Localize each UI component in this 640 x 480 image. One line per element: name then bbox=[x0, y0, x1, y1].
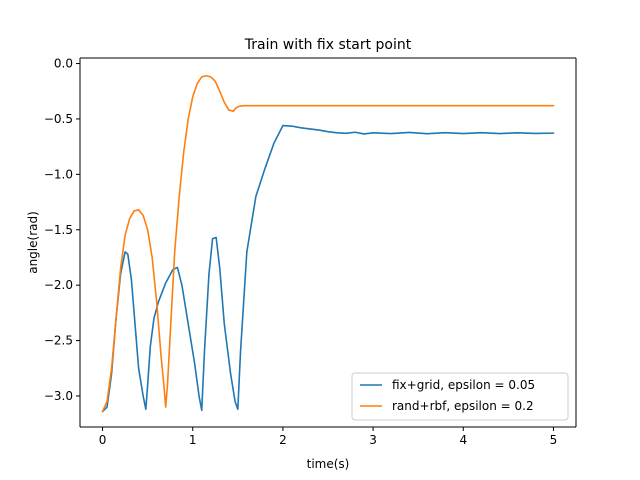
y-tick-label: −2.5 bbox=[44, 334, 73, 348]
x-axis-label: time(s) bbox=[307, 457, 350, 471]
x-tick-label: 5 bbox=[550, 433, 558, 447]
plot-area bbox=[79, 57, 577, 428]
y-axis-label: angle(rad) bbox=[26, 211, 40, 274]
chart-title: Train with fix start point bbox=[244, 37, 412, 53]
y-tick-label: −0.5 bbox=[44, 112, 73, 126]
y-tick-label: −1.5 bbox=[44, 223, 73, 237]
x-tick-label: 1 bbox=[189, 433, 197, 447]
x-tick-label: 0 bbox=[99, 433, 107, 447]
y-tick-label: −2.0 bbox=[44, 278, 73, 292]
series-line-2 bbox=[101, 74, 555, 413]
series-line-1 bbox=[101, 124, 555, 413]
y-tick-label: −3.0 bbox=[44, 389, 73, 403]
legend-label-1: fix+grid, epsilon = 0.05 bbox=[392, 378, 535, 392]
legend-box bbox=[351, 372, 569, 421]
x-tick-label: 2 bbox=[279, 433, 287, 447]
x-tick-label: 3 bbox=[369, 433, 377, 447]
legend-label-2: rand+rbf, epsilon = 0.2 bbox=[392, 399, 534, 413]
y-tick-label: 0.0 bbox=[54, 57, 73, 71]
legend: fix+grid, epsilon = 0.05 rand+rbf, epsilo… bbox=[351, 372, 569, 421]
axis-ticks: 0 1 2 3 4 5 0.0 −0.5 −1.0 −1.5 −2.0 −2.5 −3.0 bbox=[44, 57, 557, 447]
y-tick-label: −1.0 bbox=[44, 167, 73, 181]
x-tick-label: 4 bbox=[459, 433, 467, 447]
